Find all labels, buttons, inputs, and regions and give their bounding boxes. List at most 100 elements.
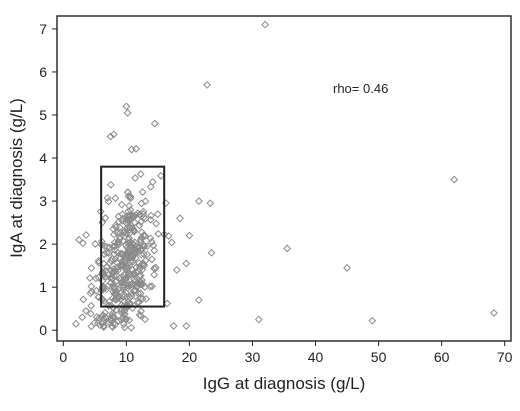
data-point	[114, 238, 123, 246]
data-point	[119, 314, 128, 322]
data-point	[90, 319, 99, 327]
data-point	[130, 238, 139, 247]
data-point	[130, 286, 138, 295]
data-point	[136, 235, 145, 244]
data-point	[123, 215, 132, 224]
data-point	[490, 309, 498, 317]
data-point	[121, 262, 130, 271]
data-point	[141, 315, 149, 324]
data-point	[136, 294, 145, 303]
data-point	[182, 322, 191, 330]
data-point	[110, 238, 119, 247]
data-point	[132, 263, 141, 272]
data-point	[194, 296, 203, 305]
data-point	[78, 313, 87, 322]
data-point	[102, 314, 110, 323]
data-point	[124, 211, 133, 220]
data-point	[109, 319, 118, 328]
data-point	[169, 322, 178, 330]
data-point	[79, 295, 88, 304]
data-point	[103, 194, 112, 202]
data-point	[107, 256, 116, 265]
data-point	[125, 234, 134, 243]
data-point	[109, 130, 118, 139]
data-point	[79, 239, 87, 248]
data-point	[87, 301, 96, 310]
data-point	[121, 257, 129, 266]
y-tick-label: 7	[39, 21, 47, 37]
data-point	[114, 317, 123, 325]
data-point	[110, 230, 118, 239]
x-tick-label: 10	[119, 349, 135, 365]
data-point	[135, 210, 144, 219]
data-point	[138, 280, 147, 288]
data-point	[126, 270, 135, 279]
data-point	[119, 277, 128, 285]
data-point	[146, 234, 155, 243]
data-point	[182, 259, 191, 268]
data-points	[72, 20, 498, 332]
data-point	[122, 102, 131, 111]
data-point	[118, 210, 127, 219]
data-point	[120, 323, 129, 332]
data-point	[261, 20, 269, 29]
data-point	[148, 282, 156, 291]
data-point	[137, 307, 145, 316]
y-tick-label: 6	[39, 64, 47, 80]
data-point	[206, 199, 215, 208]
data-point	[112, 221, 120, 229]
data-point	[111, 287, 120, 296]
data-point	[172, 266, 181, 274]
data-point	[122, 229, 131, 238]
x-tick-label: 30	[245, 349, 261, 365]
data-point	[87, 282, 96, 291]
x-axis-ticks: 0 10 20 30 40 50 60 70	[59, 341, 513, 365]
data-point	[136, 218, 145, 226]
data-point	[82, 306, 90, 315]
data-point	[123, 248, 132, 257]
data-point	[106, 180, 115, 189]
data-point	[119, 320, 128, 329]
data-point	[154, 229, 163, 238]
data-point	[133, 282, 142, 291]
data-point	[115, 223, 124, 232]
data-point	[127, 289, 136, 298]
data-point	[86, 274, 94, 282]
y-tick-label: 2	[39, 236, 47, 252]
data-point	[124, 188, 132, 197]
data-point	[110, 246, 119, 254]
x-tick-label: 0	[59, 349, 67, 365]
data-point	[283, 244, 292, 253]
data-point	[120, 228, 128, 237]
data-point	[110, 242, 119, 251]
data-point	[143, 242, 152, 251]
data-point	[109, 280, 118, 289]
data-point	[139, 231, 148, 240]
data-point	[141, 232, 149, 240]
data-point	[137, 276, 146, 285]
data-point	[119, 290, 128, 298]
data-point	[136, 170, 145, 178]
x-tick-label: 60	[434, 349, 450, 365]
data-point	[101, 214, 110, 222]
data-point	[138, 188, 147, 196]
data-point	[129, 245, 138, 254]
x-tick-label: 50	[371, 349, 387, 365]
data-point	[110, 284, 119, 293]
data-point	[106, 266, 115, 275]
data-point	[104, 301, 113, 310]
data-point	[87, 322, 96, 331]
data-point	[135, 259, 144, 267]
data-point	[146, 182, 155, 191]
data-point	[207, 248, 216, 257]
data-point	[145, 282, 154, 291]
y-tick-label: 4	[39, 150, 47, 166]
data-point	[112, 306, 121, 314]
data-point	[92, 286, 101, 295]
x-tick-label: 20	[182, 349, 198, 365]
x-tick-label: 40	[308, 349, 324, 365]
data-point	[99, 321, 108, 330]
data-point	[104, 197, 113, 206]
